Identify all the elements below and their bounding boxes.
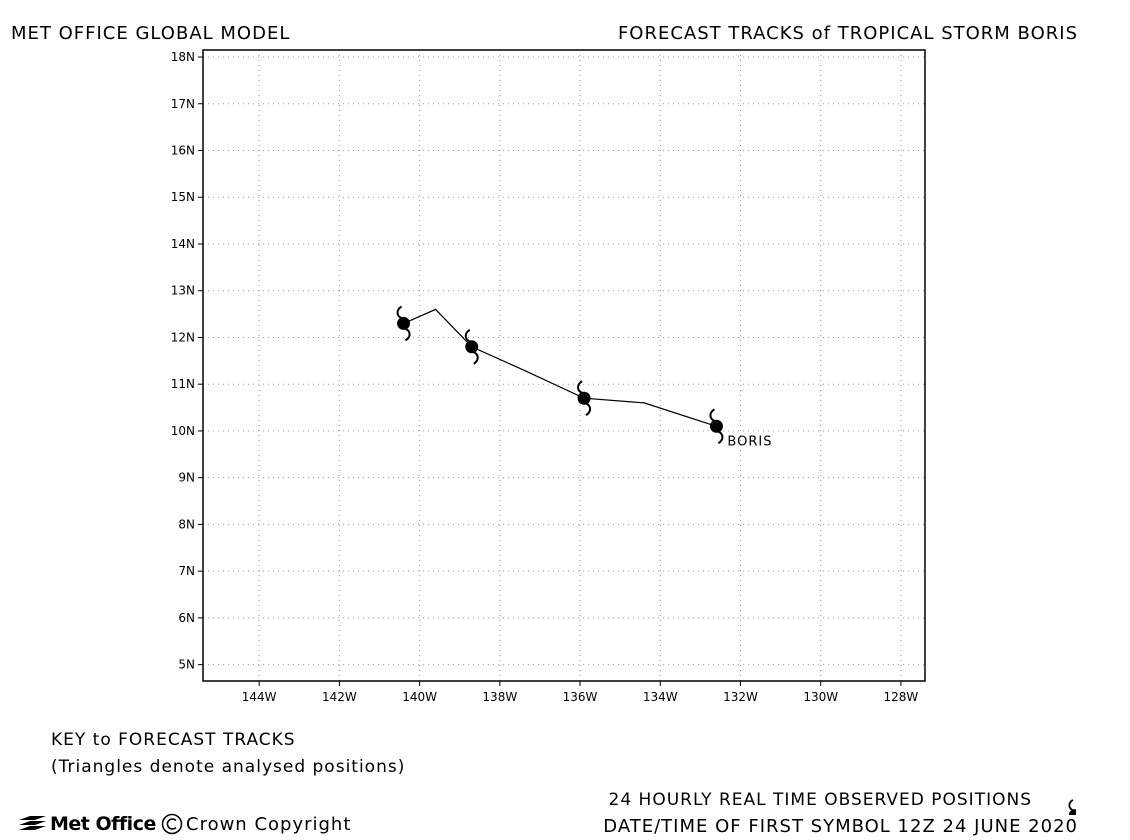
lon-tick-label: 134W: [643, 690, 678, 704]
lat-tick-label: 13N: [171, 284, 195, 298]
lat-tick-label: 6N: [178, 611, 195, 625]
met-office-logo: Met Office: [18, 813, 156, 835]
lon-tick-label: 132W: [723, 690, 758, 704]
key-note: (Triangles denote analysed positions): [51, 757, 406, 777]
lat-tick-label: 11N: [171, 377, 195, 391]
model-title: MET OFFICE GLOBAL MODEL: [11, 23, 291, 44]
observed-position-marker: [708, 408, 724, 445]
observed-position-marker: [576, 380, 592, 417]
lat-tick-label: 16N: [171, 143, 195, 157]
grid-lines: [203, 50, 925, 681]
lat-tick-label: 7N: [178, 564, 195, 578]
lat-tick-label: 12N: [171, 330, 195, 344]
lat-tick-label: 14N: [171, 237, 195, 251]
lat-tick-label: 10N: [171, 424, 195, 438]
lat-tick-label: 15N: [171, 190, 195, 204]
lat-tick-label: 9N: [178, 471, 195, 485]
lon-tick-label: 138W: [482, 690, 517, 704]
lat-tick-label: 17N: [171, 97, 195, 111]
copyright-text: Crown Copyright: [186, 813, 352, 835]
lon-tick-label: 142W: [322, 690, 357, 704]
lat-tick-label: 8N: [178, 517, 195, 531]
storm-name-label: BORIS: [727, 434, 772, 449]
key-title: KEY to FORECAST TRACKS: [51, 730, 296, 750]
lon-tick-label: 144W: [242, 690, 277, 704]
lon-tick-label: 136W: [563, 690, 598, 704]
lat-tick-label: 18N: [171, 50, 195, 64]
observed-positions-label: 24 HOURLY REAL TIME OBSERVED POSITIONS: [608, 790, 1032, 810]
storm-track: [403, 308, 717, 427]
axis-ticks: 144W 142W 140W 138W 136W 134W 132W 130W 128W 5N 6N…: [171, 50, 919, 704]
first-symbol-datetime: DATE/TIME OF FIRST SYMBOL 12Z 24 JUNE 20…: [603, 816, 1078, 837]
logo-text: Met Office: [50, 813, 156, 835]
tropical-storm-symbol-icon: [1052, 783, 1076, 815]
map-frame: [202, 49, 926, 682]
met-office-wave-icon: [19, 816, 46, 830]
chart-title: FORECAST TRACKS of TROPICAL STORM BORIS: [617, 23, 1078, 44]
lon-tick-label: 140W: [402, 690, 437, 704]
copyright-notice: Crown Copyright: [161, 813, 351, 835]
copyright-icon: [161, 813, 183, 835]
lon-tick-label: 128W: [884, 690, 919, 704]
track-line: [403, 308, 717, 427]
observed-position-marker: [396, 305, 412, 342]
observed-position-marker: [464, 328, 480, 365]
lat-tick-label: 5N: [178, 658, 195, 672]
observed-positions: [396, 305, 724, 445]
lon-tick-label: 130W: [803, 690, 838, 704]
